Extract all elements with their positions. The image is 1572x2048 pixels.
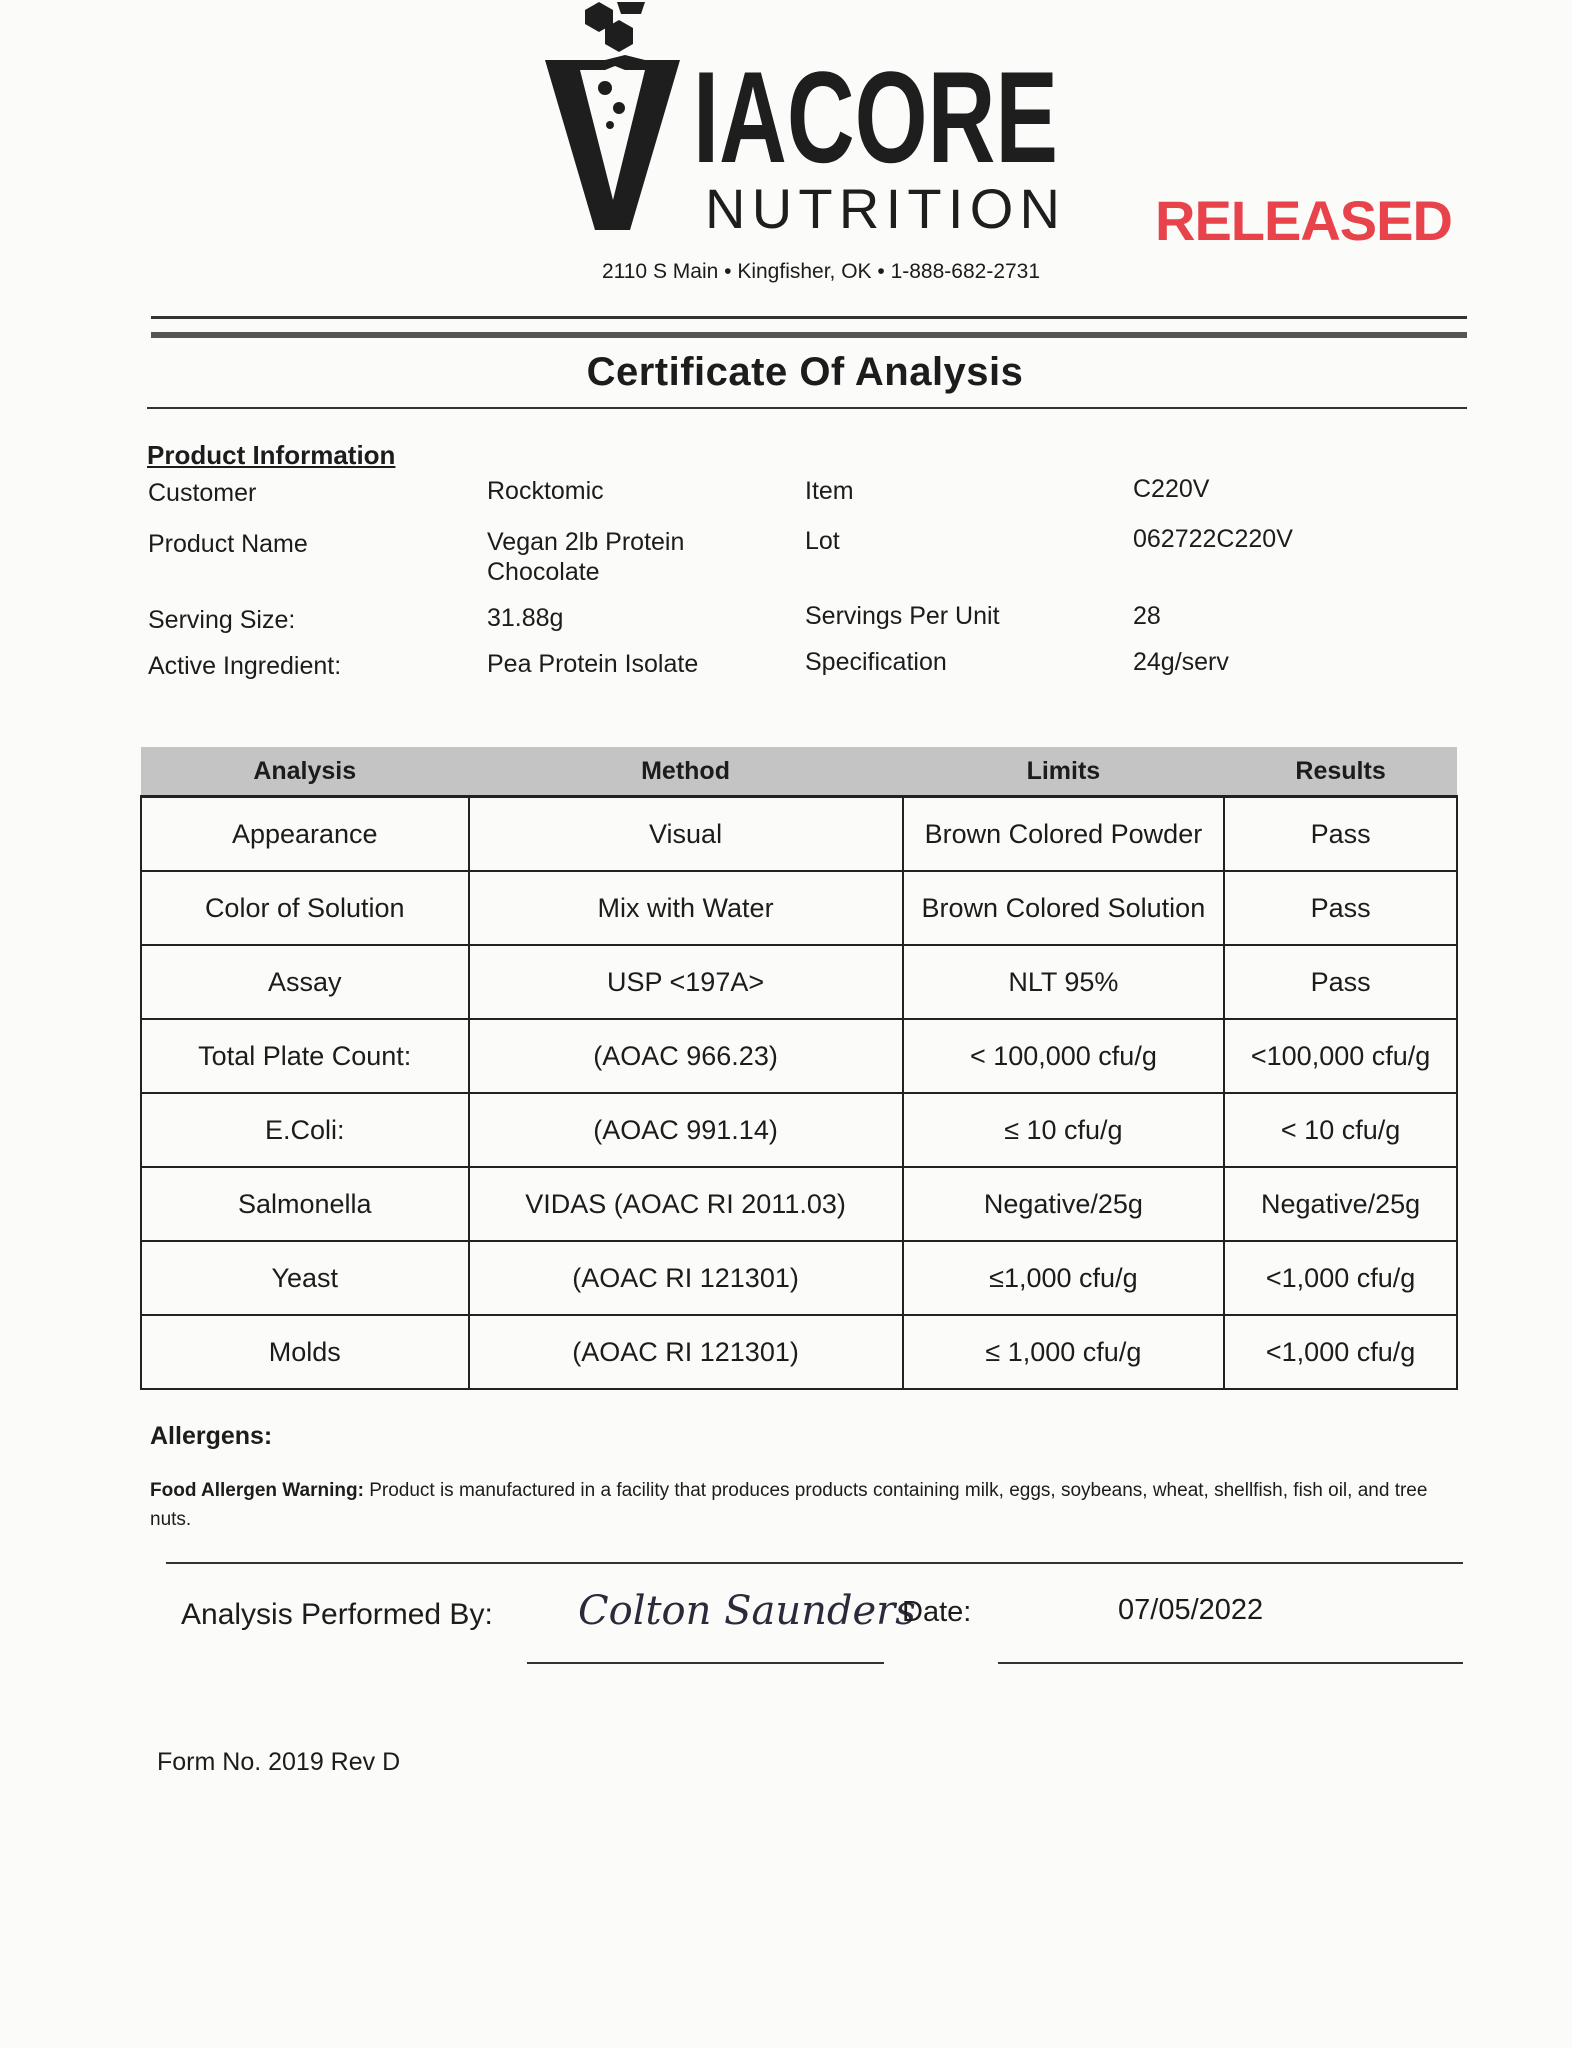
item-value: C220V bbox=[1133, 475, 1210, 503]
date-label: Date: bbox=[902, 1596, 972, 1628]
serving-size-value: 31.88g bbox=[487, 604, 564, 632]
cell-analysis: Assay bbox=[140, 944, 470, 1020]
active-ingredient-value: Pea Protein Isolate bbox=[487, 650, 699, 678]
page-title: Certificate Of Analysis bbox=[586, 350, 1024, 394]
cell-limits: Brown Colored Solution bbox=[901, 870, 1226, 946]
svg-text:IACORE: IACORE bbox=[693, 44, 1058, 190]
product-information-heading: Product Information bbox=[147, 440, 396, 470]
item-label: Item bbox=[805, 477, 854, 505]
table-row: Appearance Visual Brown Colored Powder Pass bbox=[140, 795, 1458, 872]
servings-per-unit-label: Servings Per Unit bbox=[805, 602, 1000, 630]
column-header-method: Method bbox=[468, 747, 903, 798]
cell-limits: Negative/25g bbox=[901, 1166, 1226, 1242]
customer-value: Rocktomic bbox=[487, 477, 604, 505]
cell-results: Pass bbox=[1223, 944, 1458, 1020]
cell-results: <1,000 cfu/g bbox=[1223, 1240, 1458, 1316]
cell-method: (AOAC RI 121301) bbox=[467, 1314, 904, 1390]
cell-method: USP <197A> bbox=[467, 944, 904, 1020]
performed-by-label: Analysis Performed By: bbox=[181, 1598, 493, 1631]
form-number: Form No. 2019 Rev D bbox=[157, 1748, 401, 1776]
customer-label: Customer bbox=[148, 479, 257, 507]
divider bbox=[151, 316, 1467, 319]
cell-method: (AOAC 991.14) bbox=[467, 1092, 904, 1168]
viacore-nutrition-logo: IACORE NUTRITION bbox=[545, 2, 1060, 240]
table-row: Total Plate Count: (AOAC 966.23) < 100,000… bbox=[140, 1018, 1458, 1094]
active-ingredient-label: Active Ingredient: bbox=[148, 652, 342, 680]
cell-analysis: Total Plate Count: bbox=[140, 1018, 470, 1094]
lot-label: Lot bbox=[805, 527, 840, 555]
released-stamp: RELEASED bbox=[1155, 189, 1453, 252]
cell-results: <1,000 cfu/g bbox=[1223, 1314, 1458, 1390]
allergen-warning: Food Allergen Warning: Product is manufa… bbox=[150, 1476, 1460, 1534]
column-header-analysis: Analysis bbox=[141, 747, 469, 798]
cell-results: Pass bbox=[1223, 870, 1458, 946]
product-name-value: Vegan 2lb Protein Chocolate bbox=[487, 528, 685, 586]
cell-limits: ≤ 1,000 cfu/g bbox=[901, 1314, 1226, 1390]
cell-method: VIDAS (AOAC RI 2011.03) bbox=[467, 1166, 904, 1242]
cell-results: Pass bbox=[1223, 795, 1458, 872]
table-row: Yeast (AOAC RI 121301) ≤1,000 cfu/g <1,000 … bbox=[140, 1240, 1458, 1316]
allergen-warning-text: Product is manufactured in a facility th… bbox=[150, 1480, 1428, 1530]
cell-analysis: Appearance bbox=[140, 795, 470, 872]
cell-results: <100,000 cfu/g bbox=[1223, 1018, 1458, 1094]
product-name-label: Product Name bbox=[148, 530, 308, 558]
cell-analysis: Salmonella bbox=[140, 1166, 470, 1242]
signature-line bbox=[527, 1662, 884, 1664]
cell-results: Negative/25g bbox=[1223, 1166, 1458, 1242]
table-row: Salmonella VIDAS (AOAC RI 2011.03) Negativ… bbox=[140, 1166, 1458, 1242]
divider bbox=[147, 407, 1467, 409]
serving-size-label: Serving Size: bbox=[148, 606, 296, 634]
servings-per-unit-value: 28 bbox=[1133, 602, 1161, 630]
column-header-results: Results bbox=[1224, 747, 1457, 798]
cell-analysis: Color of Solution bbox=[140, 870, 470, 946]
signature: Colton Saunders bbox=[578, 1588, 916, 1634]
specification-value: 24g/serv bbox=[1133, 648, 1229, 676]
column-header-limits: Limits bbox=[902, 747, 1225, 798]
allergens-heading: Allergens: bbox=[150, 1422, 273, 1450]
cell-method: (AOAC RI 121301) bbox=[467, 1240, 904, 1316]
allergen-warning-label: Food Allergen Warning: bbox=[150, 1480, 364, 1501]
table-row: E.Coli: (AOAC 991.14) ≤ 10 cfu/g < 10 cfu/g bbox=[140, 1092, 1458, 1168]
table-row: Color of Solution Mix with Water Brown Col… bbox=[140, 870, 1458, 946]
date-line bbox=[998, 1662, 1463, 1664]
cell-limits: NLT 95% bbox=[901, 944, 1226, 1020]
lot-value: 062722C220V bbox=[1133, 525, 1293, 553]
cell-method: Mix with Water bbox=[467, 870, 904, 946]
cell-results: < 10 cfu/g bbox=[1223, 1092, 1458, 1168]
table-row: Assay USP <197A> NLT 95% Pass bbox=[140, 944, 1458, 1020]
cell-method: (AOAC 966.23) bbox=[467, 1018, 904, 1094]
cell-analysis: Yeast bbox=[140, 1240, 470, 1316]
cell-analysis: E.Coli: bbox=[140, 1092, 470, 1168]
cell-analysis: Molds bbox=[140, 1314, 470, 1390]
company-address: 2110 S Main • Kingfisher, OK • 1-888-682… bbox=[601, 260, 1041, 283]
analysis-table: Analysis Method Limits Results Appearanc… bbox=[140, 747, 1458, 1390]
cell-method: Visual bbox=[467, 795, 904, 872]
cell-limits: ≤1,000 cfu/g bbox=[901, 1240, 1226, 1316]
divider bbox=[166, 1562, 1463, 1564]
table-header-row: Analysis Method Limits Results bbox=[141, 747, 1457, 798]
cell-limits: Brown Colored Powder bbox=[901, 795, 1226, 872]
specification-label: Specification bbox=[805, 648, 947, 676]
cell-limits: < 100,000 cfu/g bbox=[901, 1018, 1226, 1094]
cell-limits: ≤ 10 cfu/g bbox=[901, 1092, 1226, 1168]
date-value: 07/05/2022 bbox=[1118, 1594, 1264, 1626]
divider bbox=[151, 332, 1467, 338]
table-row: Molds (AOAC RI 121301) ≤ 1,000 cfu/g <1,000… bbox=[140, 1314, 1458, 1390]
